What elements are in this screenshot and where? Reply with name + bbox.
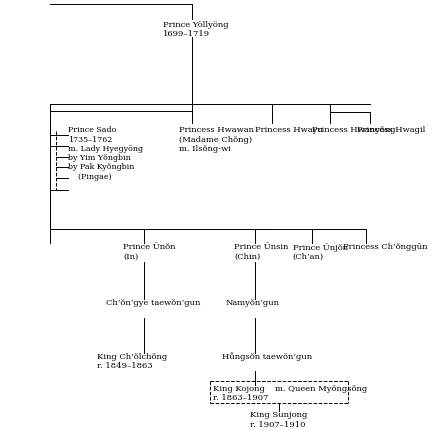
Text: Prince Ŭnjŏn: Prince Ŭnjŏn xyxy=(292,243,347,252)
Text: 1735–1762: 1735–1762 xyxy=(68,135,112,144)
Text: Princess Hwawan: Princess Hwawan xyxy=(179,126,253,134)
Text: Ch’ŏn’gye taewŏn’gun: Ch’ŏn’gye taewŏn’gun xyxy=(106,299,200,307)
Text: (In): (In) xyxy=(123,253,138,261)
Text: by Yim Yŏngbin: by Yim Yŏngbin xyxy=(68,154,131,162)
Text: Princess Hwanyŏng: Princess Hwanyŏng xyxy=(312,126,395,134)
Text: King Kojong: King Kojong xyxy=(212,385,264,393)
Text: r. 1907–1910: r. 1907–1910 xyxy=(250,421,305,429)
Text: King Ch’ŏlchŏng: King Ch’ŏlchŏng xyxy=(97,353,167,361)
Text: 1699–1719: 1699–1719 xyxy=(163,30,210,38)
Text: r. 1863–1907: r. 1863–1907 xyxy=(212,394,268,402)
Text: Princess Hwagil: Princess Hwagil xyxy=(356,126,424,134)
Text: (Pingae): (Pingae) xyxy=(68,173,112,181)
Text: r. 1849–1863: r. 1849–1863 xyxy=(97,362,153,370)
Text: Prince Yöllyöng: Prince Yöllyöng xyxy=(163,21,228,29)
Text: (Ch’an): (Ch’an) xyxy=(292,253,323,261)
Text: (Madame Chŏng): (Madame Chŏng) xyxy=(179,135,252,144)
Text: m. Ilsŏng-wi: m. Ilsŏng-wi xyxy=(179,145,230,153)
Text: Hůngsŏn taewŏn’gun: Hůngsŏn taewŏn’gun xyxy=(221,353,311,361)
Text: m. Lady Hyegyōng: m. Lady Hyegyōng xyxy=(68,145,143,153)
Text: Princess Ch’ŏnggūn: Princess Ch’ŏnggūn xyxy=(343,243,427,252)
Text: King Sunjong: King Sunjong xyxy=(250,411,307,419)
Text: Prince Ŭnŏn: Prince Ŭnŏn xyxy=(123,243,175,252)
Text: Prince Ŭnsin: Prince Ŭnsin xyxy=(233,243,288,252)
Text: Namyŏn’gun: Namyŏn’gun xyxy=(225,299,279,307)
Text: m. Queen Myŏngsŏng: m. Queen Myŏngsŏng xyxy=(274,385,366,393)
Text: Prince Sado: Prince Sado xyxy=(68,126,116,134)
Text: by Pak Kyŏngbin: by Pak Kyŏngbin xyxy=(68,163,134,172)
Text: Princess Hwayu: Princess Hwayu xyxy=(254,126,322,134)
Text: (Chin): (Chin) xyxy=(233,253,260,261)
